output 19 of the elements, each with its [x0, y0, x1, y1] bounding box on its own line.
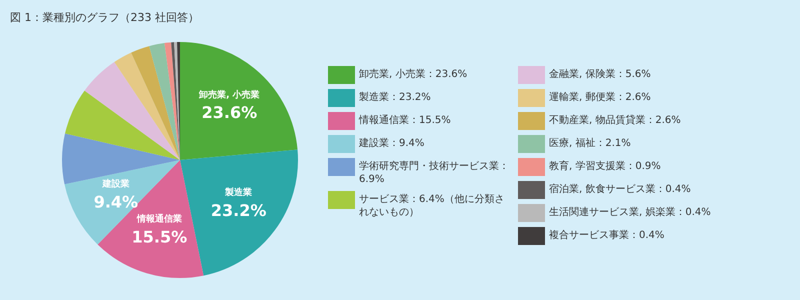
chart-title: 図 1：業種別のグラフ（233 社回答） — [10, 10, 199, 25]
text: 卸売業, 小売業 23.6% — [199, 90, 260, 122]
legend-label: 卸売業, 小売業：23.6% — [359, 68, 468, 81]
legend-label: 金融業, 保険業：5.6% — [549, 68, 651, 81]
legend-label: 生活関連サービス業, 娯楽業：0.4% — [549, 206, 711, 219]
legend-label: 医療, 福祉：2.1% — [549, 136, 631, 150]
legend-label: 複合サービス事業：0.4% — [549, 228, 664, 242]
text: 情報通信業 15.5% — [132, 214, 188, 246]
legend-label: 製造業：23.2% — [359, 90, 432, 104]
legend-label: 運輸業, 郵便業：2.6% — [549, 90, 651, 104]
legend-label: サービス業：6.4%（他に分類されないもの） — [359, 192, 506, 219]
text: 建設業 9.4% — [94, 180, 138, 212]
legend-label: 教育, 学習支援業：0.9% — [549, 160, 661, 173]
legend-label: 情報通信業：15.5% — [359, 114, 452, 127]
legend-label: 学術研究専門・技術サービス業：6.9% — [359, 160, 509, 186]
legend-label: 不動産業, 物品賃貸業：2.6% — [549, 114, 681, 127]
legend-label: 宿泊業, 飲食サービス業：0.4% — [549, 182, 691, 196]
legend-label: 建設業：9.4% — [359, 136, 426, 150]
text: 製造業 23.2% — [210, 188, 266, 220]
